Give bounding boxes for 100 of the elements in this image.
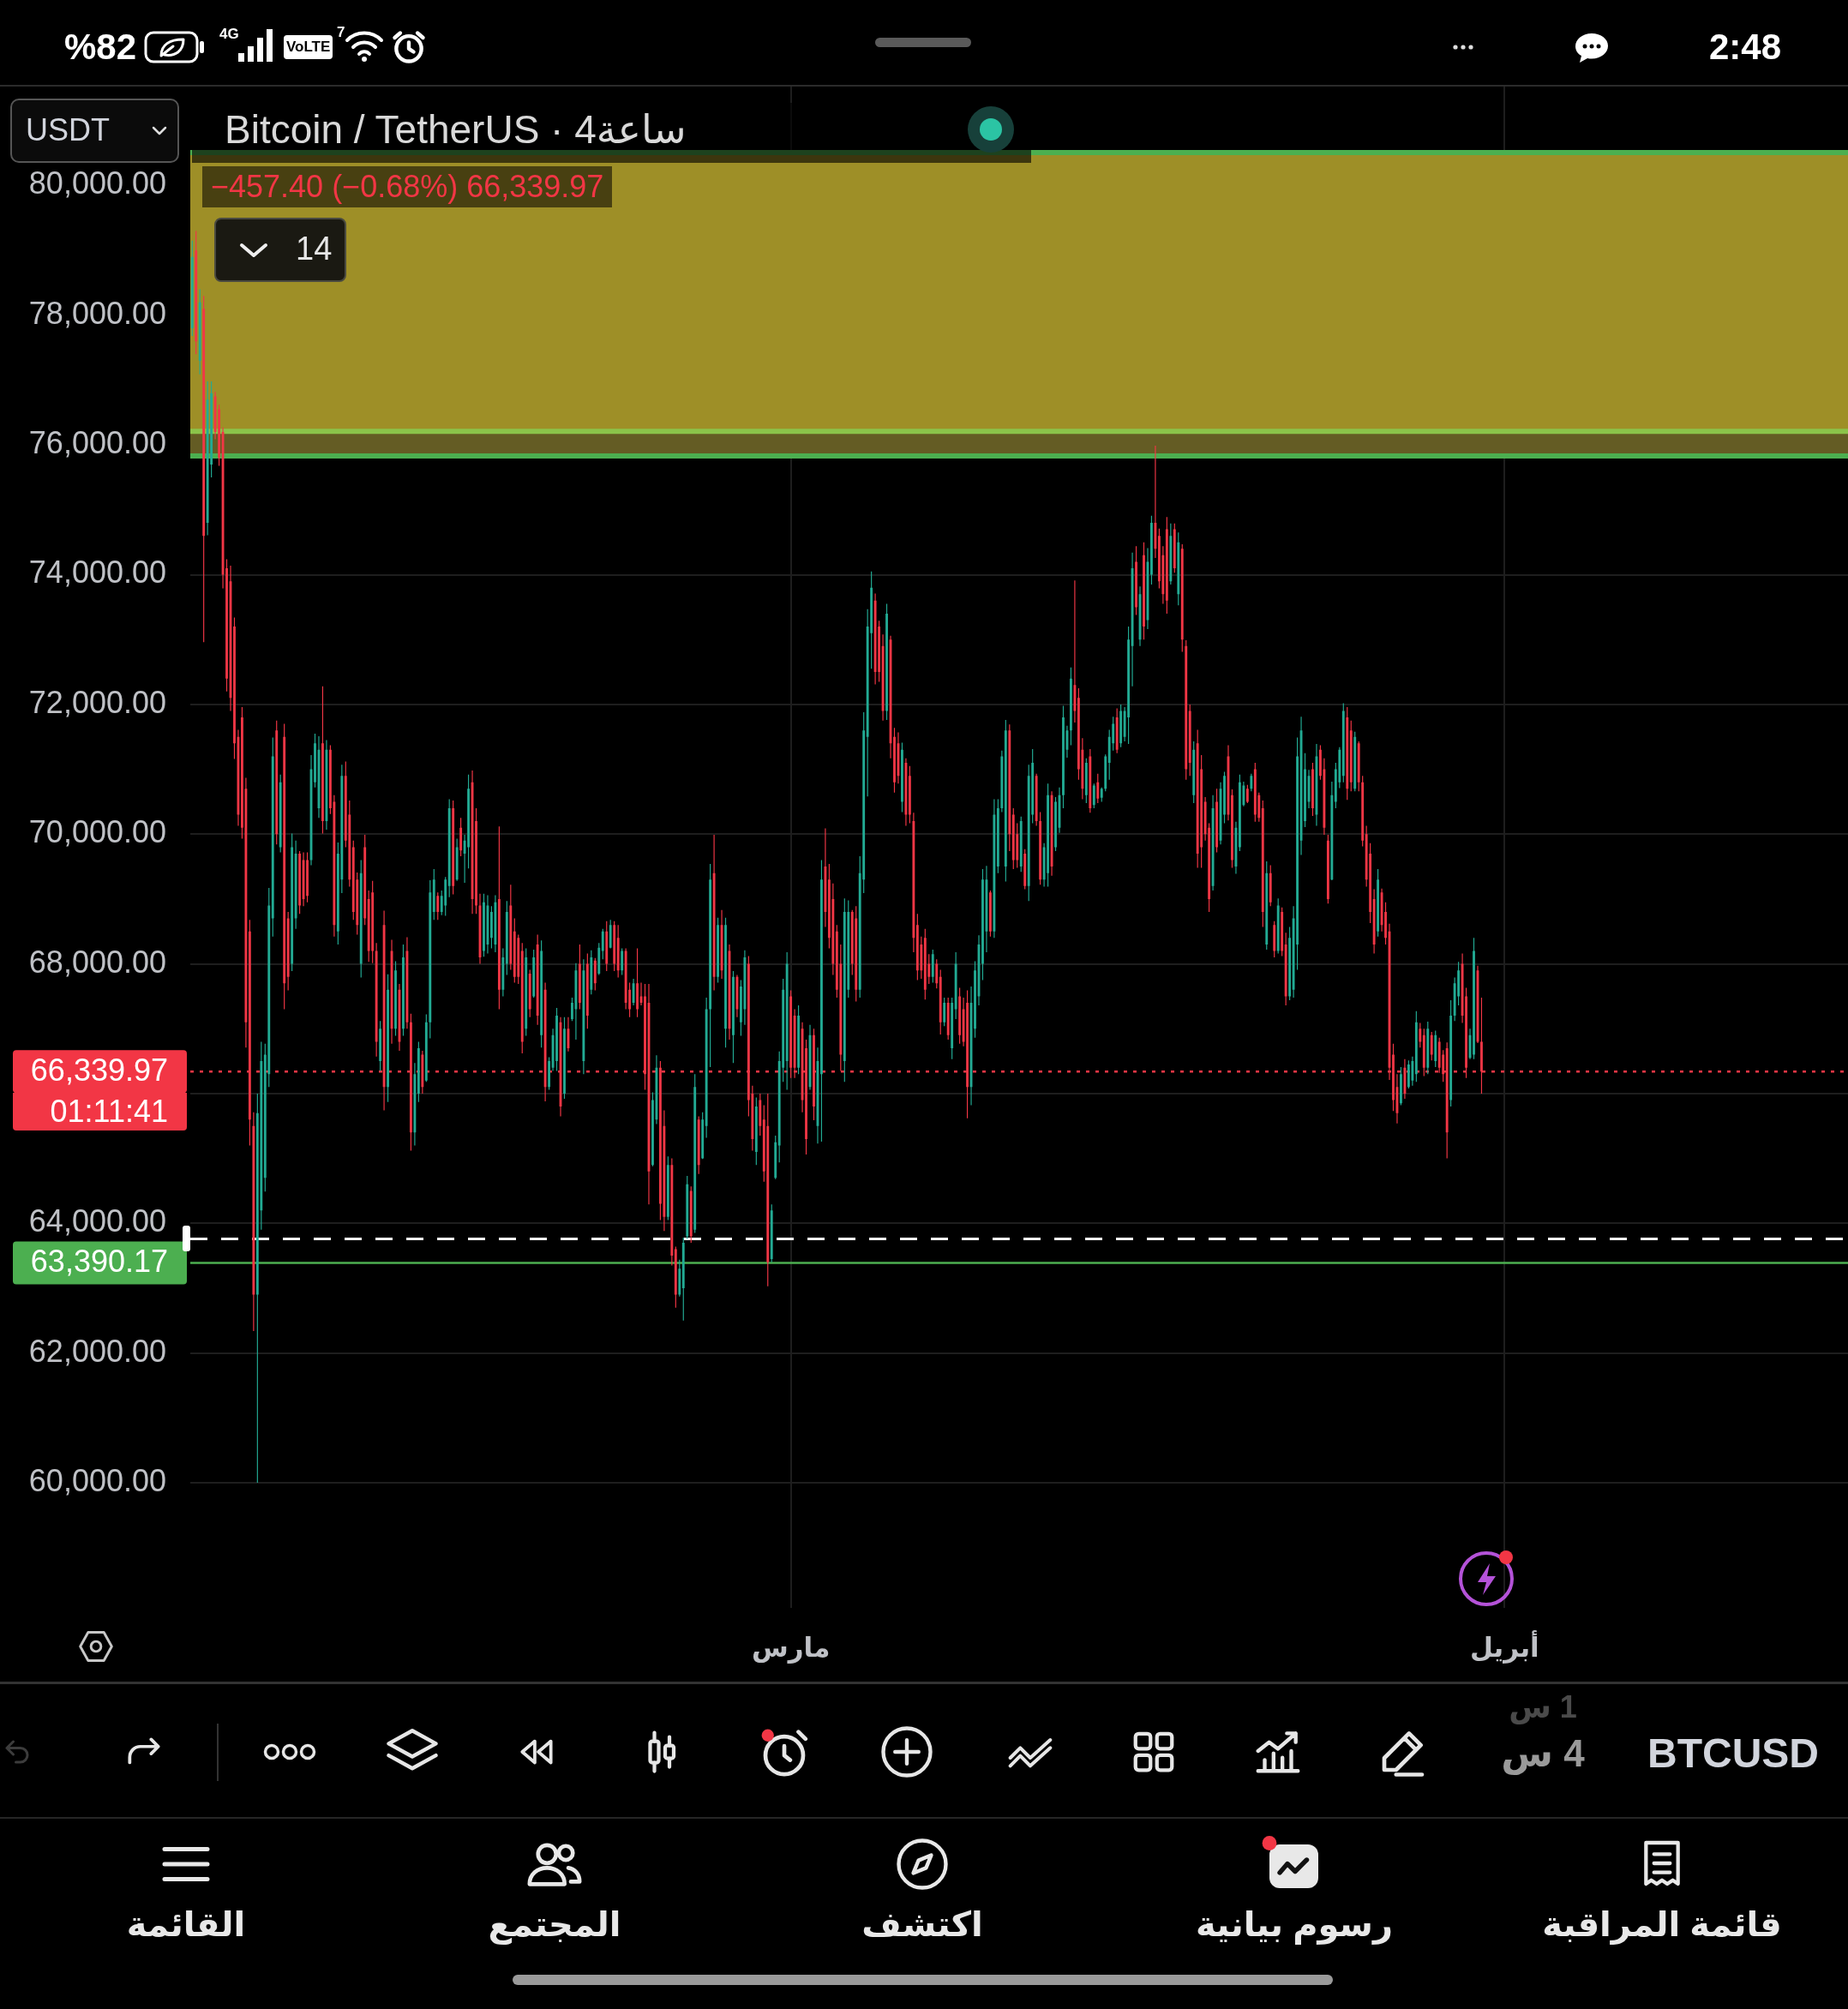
- candlestick: [447, 799, 451, 897]
- y-tick-label: 78,000.00: [28, 295, 166, 331]
- candlestick: [1054, 797, 1057, 851]
- candlestick: [1192, 741, 1196, 803]
- annotation: 14: [296, 230, 333, 269]
- candlestick: [233, 617, 236, 759]
- candlestick: [639, 982, 643, 1006]
- candlestick: [432, 869, 435, 921]
- candlestick: [1434, 1030, 1437, 1067]
- candlestick: [1169, 523, 1173, 585]
- candlestick: [686, 1176, 689, 1239]
- candlestick: [525, 948, 528, 1036]
- candlestick: [843, 898, 846, 1082]
- candlestick: [424, 1014, 428, 1082]
- candlestick: [912, 813, 915, 952]
- candlestick: [1284, 933, 1287, 1006]
- candlestick: [494, 895, 497, 952]
- candlestick: [225, 559, 228, 692]
- candlestick: [1426, 1021, 1430, 1075]
- candlestick: [1231, 789, 1233, 868]
- candlestick: [1400, 1066, 1402, 1106]
- candlestick: [501, 948, 505, 997]
- text: القائمة: [126, 1904, 246, 1945]
- candlestick: [582, 959, 585, 1075]
- candlestick: [1384, 902, 1387, 945]
- candlestick: [632, 978, 635, 1006]
- candlestick: [935, 959, 939, 989]
- candlestick: [1407, 1060, 1410, 1088]
- candlestick: [206, 381, 209, 536]
- text: Bitcoin / TetherUS · 4ساعة: [225, 106, 687, 153]
- candlestick: [1180, 543, 1184, 652]
- candlestick: [1196, 729, 1199, 868]
- candlestick: [613, 921, 616, 971]
- candlestick: [1245, 784, 1249, 803]
- candlestick: [429, 879, 432, 1039]
- candlestick: [1326, 835, 1329, 904]
- candlestick: [548, 1057, 551, 1090]
- candlestick: [1473, 938, 1475, 1059]
- candlestick: [1261, 800, 1264, 927]
- candlestick: [1395, 1074, 1399, 1124]
- candlestick: [785, 951, 789, 1090]
- candlestick: [1070, 667, 1072, 746]
- candlestick: [1288, 927, 1292, 1000]
- candlestick: [252, 1112, 255, 1331]
- candlestick: [958, 987, 962, 1044]
- candlestick: [363, 835, 367, 926]
- text: 01:11:41: [13, 1093, 187, 1130]
- candlestick: [797, 1005, 801, 1075]
- candlestick: [946, 997, 950, 1040]
- candlestick: [981, 869, 984, 981]
- candlestick: [985, 866, 988, 952]
- candlestick: [283, 723, 286, 1010]
- candlestick: [291, 833, 294, 971]
- candlestick: [689, 1186, 693, 1243]
- y-tick-label: 68,000.00: [28, 944, 166, 980]
- candlestick: [294, 840, 297, 929]
- candlestick: [666, 1156, 669, 1220]
- candlestick: [1250, 773, 1253, 792]
- candlestick: [1000, 750, 1004, 813]
- candlestick: [993, 799, 996, 939]
- candlestick: [885, 603, 888, 721]
- candlestick: [674, 1246, 677, 1308]
- candlestick: [195, 231, 198, 355]
- candlestick: [908, 765, 911, 824]
- text: 1 س: [1509, 1688, 1577, 1726]
- candlestick: [202, 296, 206, 643]
- candlestick: [1150, 515, 1153, 585]
- candlestick: [651, 1092, 654, 1166]
- candlestick: [1008, 724, 1011, 851]
- y-tick-label: 60,000.00: [28, 1462, 166, 1498]
- candlestick: [717, 917, 719, 983]
- y-tick-label: 74,000.00: [28, 555, 166, 591]
- candlestick: [413, 1063, 417, 1146]
- candlestick: [1062, 705, 1065, 808]
- candlestick: [605, 921, 609, 971]
- candlestick: [436, 892, 440, 921]
- candlestick: [1100, 787, 1103, 802]
- candlestick: [943, 997, 946, 1027]
- candlestick: [681, 1237, 685, 1321]
- candlestick: [1035, 773, 1038, 826]
- text: VoLTE: [284, 34, 333, 60]
- y-tick-label: 80,000.00: [28, 165, 166, 201]
- candlestick: [1357, 741, 1360, 792]
- candlestick: [709, 864, 712, 1067]
- candlestick: [1165, 517, 1168, 614]
- candlestick: [275, 720, 279, 845]
- candlestick: [616, 925, 620, 978]
- candlestick: [1004, 720, 1007, 882]
- candlestick: [988, 891, 992, 937]
- candlestick: [1341, 703, 1345, 783]
- text: اكتشف: [861, 1904, 983, 1945]
- candlestick: [1073, 580, 1077, 723]
- candlestick: [1119, 704, 1123, 747]
- candlestick: [1188, 704, 1191, 777]
- text: %82: [64, 25, 137, 69]
- candlestick: [1349, 720, 1353, 792]
- candlestick: [670, 1158, 674, 1266]
- candlestick: [1372, 889, 1376, 954]
- candlestick: [897, 732, 900, 784]
- text: 7: [337, 23, 345, 42]
